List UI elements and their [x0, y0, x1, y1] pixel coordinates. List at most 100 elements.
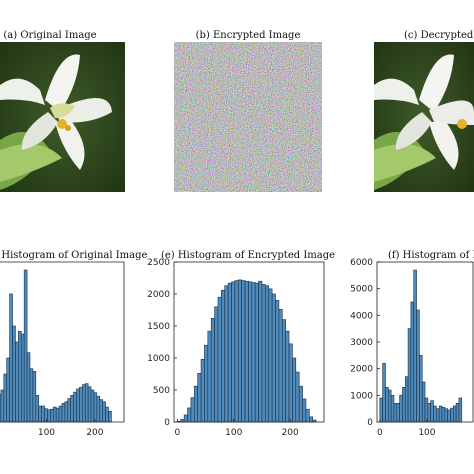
histogram-bar — [190, 397, 195, 423]
y-tick-label: 2000 — [350, 365, 373, 375]
histogram-bar — [52, 406, 57, 423]
histogram-bar — [407, 328, 412, 423]
plot-frame — [0, 261, 125, 423]
histogram-bar — [261, 284, 266, 423]
histogram-bar — [421, 381, 426, 423]
y-tick-label: 1500 — [147, 322, 170, 332]
histogram-bar — [58, 405, 63, 423]
histogram-bar — [427, 403, 431, 423]
histogram-bar — [399, 395, 403, 423]
histogram-bar — [50, 408, 54, 423]
histogram-bar — [67, 398, 71, 423]
histogram-bar — [15, 341, 19, 423]
histogram-bar — [251, 282, 256, 423]
histogram-bar — [458, 397, 463, 423]
histogram-bar — [70, 395, 74, 423]
histogram-bar — [419, 355, 423, 423]
histogram-bar — [295, 371, 300, 423]
histogram-bar — [108, 411, 112, 423]
histogram-bar — [254, 282, 259, 423]
histogram-bar — [292, 357, 297, 423]
histogram-bar — [237, 279, 242, 423]
histogram-bar — [3, 373, 8, 423]
histogram-bar — [452, 405, 457, 423]
histogram-bar — [23, 269, 28, 423]
histogram-bar — [18, 331, 22, 423]
histogram-bar — [221, 289, 226, 423]
histogram-bar — [200, 358, 205, 423]
caption-original-image: (a) Original Image — [3, 30, 96, 41]
histogram-bar — [438, 405, 443, 423]
histogram-bar — [436, 408, 440, 423]
x-tick-label: 200 — [282, 428, 299, 438]
histogram-bar — [234, 280, 239, 423]
histogram-bar — [382, 363, 386, 423]
histogram-bar — [20, 333, 25, 423]
histogram-bar — [76, 388, 80, 423]
histogram-bar — [385, 387, 389, 423]
histogram-bar — [231, 281, 236, 423]
histogram-bar — [44, 408, 48, 423]
histogram-bar — [0, 389, 5, 423]
x-tick-label: 200 — [86, 428, 103, 438]
histogram-bar — [424, 397, 429, 423]
histogram-bar — [207, 330, 212, 423]
histogram-bar — [26, 352, 31, 423]
histogram-bar — [309, 416, 314, 423]
decrypted-image — [374, 42, 474, 192]
histogram-bar — [210, 318, 215, 423]
plot-frame — [173, 261, 325, 423]
histogram-bar — [404, 376, 409, 423]
y-tick-label: 500 — [153, 386, 170, 396]
histogram-bar — [93, 392, 98, 423]
histogram-bar — [244, 280, 249, 423]
histogram-bar — [390, 395, 395, 423]
histogram-bar — [455, 403, 460, 423]
histogram-bar — [55, 407, 60, 423]
histogram-bar — [288, 343, 293, 423]
histogram-bar — [410, 301, 415, 423]
histogram-bar — [416, 309, 420, 423]
x-tick-label: 100 — [418, 428, 435, 438]
histogram-bar — [227, 282, 232, 423]
caption-decrypted-image: (c) Decrypted Image — [404, 30, 474, 41]
y-tick-label: 5000 — [350, 285, 373, 295]
histogram-bar — [29, 368, 34, 423]
histogram-bar — [87, 386, 92, 423]
y-tick-label: 4000 — [350, 311, 373, 321]
histogram-bar — [268, 288, 273, 423]
histogram-bar — [32, 371, 37, 423]
histogram-bar — [278, 309, 283, 423]
histogram-bar — [271, 293, 276, 423]
histogram-bar — [433, 405, 437, 423]
histogram-bar — [450, 407, 454, 423]
y-tick-label: 6000 — [350, 258, 373, 268]
x-tick-label: 100 — [225, 428, 242, 438]
histogram-bar — [217, 296, 222, 423]
histogram-original: 100 200 — [0, 261, 125, 438]
y-tick-label: 1000 — [147, 354, 170, 364]
histogram-bar — [430, 400, 434, 423]
histogram-bar — [275, 300, 280, 423]
x-tick-label: 0 — [377, 428, 383, 438]
histogram-bar — [402, 387, 406, 423]
histogram-bar — [183, 414, 188, 423]
histogram-bar — [258, 280, 263, 423]
histogram-decrypted-title: (f) Histogram of Decrypted Image — [388, 250, 474, 261]
histogram-bar — [393, 403, 398, 423]
y-tick-label: 2000 — [147, 290, 170, 300]
histogram-bar — [281, 319, 286, 423]
histogram-bar — [197, 373, 202, 423]
histogram-bar — [84, 383, 89, 423]
histogram-bar — [102, 401, 106, 423]
y-tick-label: 2500 — [147, 258, 170, 268]
histogram-bar — [248, 281, 253, 423]
histogram-bar — [6, 357, 10, 423]
x-tick-label: 100 — [38, 428, 55, 438]
histogram-bar — [298, 385, 303, 423]
histogram-bar — [285, 330, 290, 423]
histogram-bar — [79, 387, 83, 423]
histogram-bar — [61, 403, 66, 423]
